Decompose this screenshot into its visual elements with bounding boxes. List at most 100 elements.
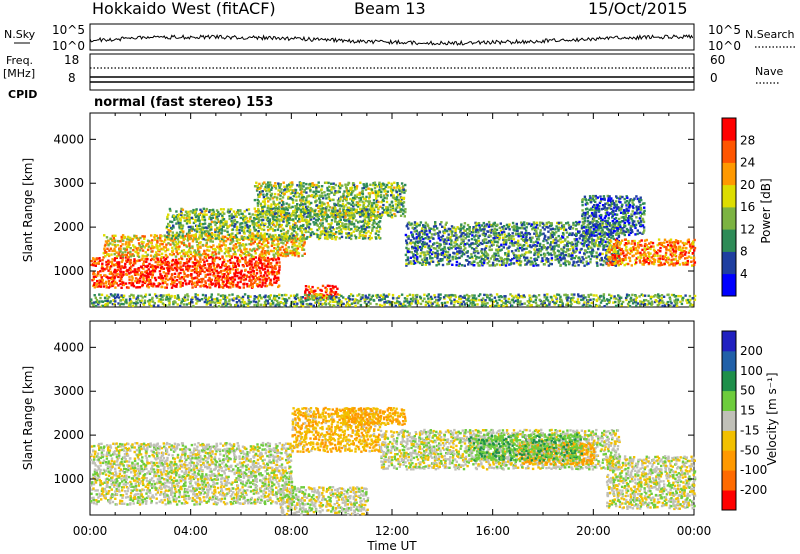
power-cell-5: [553, 232, 555, 234]
power-cell-0: [124, 266, 126, 268]
power-cell-3: [332, 199, 334, 201]
power-cell-5: [441, 258, 443, 260]
power-cell-5: [489, 246, 491, 248]
power-cell-1: [117, 240, 119, 242]
power-cell-6: [659, 250, 661, 252]
power-cell-0: [256, 269, 258, 271]
power-cell-3: [284, 188, 286, 190]
power-cell-0: [104, 274, 106, 276]
power-cell-5: [505, 239, 507, 241]
power-cell-5: [588, 226, 590, 228]
power-cell-3: [295, 196, 297, 198]
power-cell-3: [383, 209, 385, 211]
power-cell-3: [286, 212, 288, 214]
power-cell-6: [643, 262, 645, 264]
power-cell-5: [506, 260, 508, 262]
power-cell-1: [245, 243, 247, 245]
power-cell-6: [667, 257, 669, 259]
power-cell-5: [551, 257, 553, 259]
power-cell-3: [335, 184, 337, 186]
power-cell-5: [565, 264, 567, 266]
power-cell-2: [347, 226, 349, 228]
power-cell-2: [341, 222, 343, 224]
power-cell-3: [328, 186, 330, 188]
power-cell-3: [371, 210, 373, 212]
power-cell-2: [330, 222, 332, 224]
power-cell-6: [672, 258, 674, 260]
power-cell-2: [195, 208, 197, 210]
power-cell-0: [97, 271, 99, 273]
power-cell-3: [368, 213, 370, 215]
power-cell-2: [375, 232, 377, 234]
power-cell-2: [345, 228, 347, 230]
power-cell-1: [221, 255, 223, 257]
power-cell-3: [254, 199, 256, 201]
power-cell-0: [100, 274, 102, 276]
power-cell-0: [132, 282, 134, 284]
power-cell-0: [197, 265, 199, 267]
power-cell-5: [521, 254, 523, 256]
power-cell-5: [436, 227, 438, 229]
power-cell-5: [577, 241, 579, 243]
power-cell-5: [464, 247, 466, 249]
power-cell-1: [122, 240, 124, 242]
power-cell-4: [304, 290, 306, 292]
power-cell-2: [212, 217, 214, 219]
power-cell-5: [528, 232, 530, 234]
power-cell-5: [421, 236, 423, 238]
power-cell-3: [387, 191, 389, 193]
power-cell-6: [635, 247, 637, 249]
power-cell-5: [483, 253, 485, 255]
power-cell-0: [171, 273, 173, 275]
power-cell-1: [165, 254, 167, 256]
power-cell-1: [262, 247, 264, 249]
power-cell-2: [351, 221, 353, 223]
power-cell-2: [189, 213, 191, 215]
power-cell-3: [292, 202, 294, 204]
power-cell-2: [340, 219, 342, 221]
power-cell-3: [359, 204, 361, 206]
power-cell-2: [350, 232, 352, 234]
power-cell-1: [106, 236, 108, 238]
power-cell-5: [519, 244, 521, 246]
power-cell-1: [114, 245, 116, 247]
power-cell-6: [682, 262, 684, 264]
power-cell-3: [315, 199, 317, 201]
power-scatter: [90, 181, 696, 307]
power-cell-0: [277, 277, 279, 279]
power-cell-0: [275, 258, 277, 260]
power-cell-7: [586, 202, 588, 204]
power-cell-3: [260, 185, 262, 187]
power-cell-3: [386, 201, 388, 203]
power-cell-0: [125, 282, 127, 284]
power-cell-0: [209, 263, 211, 265]
power-cell-6: [650, 245, 652, 247]
power-cell-0: [188, 260, 190, 262]
power-cell-1: [109, 242, 111, 244]
power-cell-3: [262, 194, 264, 196]
power-cell-2: [182, 209, 184, 211]
power-cell-3: [333, 216, 335, 218]
power-cell-1: [218, 243, 220, 245]
power-cell-5: [559, 256, 561, 258]
power-cell-6: [688, 239, 690, 241]
power-cell-5: [571, 241, 573, 243]
power-cell-1: [137, 247, 139, 249]
power-cell-5: [434, 221, 436, 223]
power-cell-2: [233, 210, 235, 212]
power-cell-0: [172, 279, 174, 281]
power-cell-1: [175, 241, 177, 243]
power-cell-5: [547, 236, 549, 238]
power-cell-5: [523, 248, 525, 250]
power-cell-2: [236, 221, 238, 223]
power-cell-3: [361, 210, 363, 212]
power-cell-5: [462, 235, 464, 237]
power-cell-6: [625, 238, 627, 240]
power-cell-6: [693, 257, 695, 259]
power-cell-1: [150, 242, 152, 244]
power-cell-0: [145, 261, 147, 263]
power-cell-5: [562, 232, 564, 234]
power-cell-6: [674, 254, 676, 256]
power-cell-3: [396, 206, 398, 208]
power-cell-3: [377, 195, 379, 197]
